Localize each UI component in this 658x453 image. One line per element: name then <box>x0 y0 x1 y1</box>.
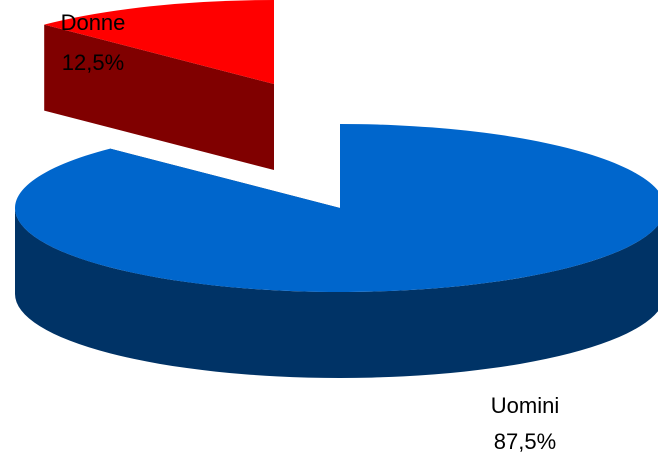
data-label-donne-name: Donne <box>61 10 126 35</box>
pie-slices <box>14 0 658 378</box>
pie-slice-side-donne <box>44 24 275 170</box>
data-label-uomini-percent: 87,5% <box>494 429 556 453</box>
data-label-uomini-name: Uomini <box>491 393 559 418</box>
pie-slice-wall-uomini <box>15 208 658 378</box>
data-label-donne-percent: 12,5% <box>62 50 124 75</box>
pie-labels: Uomini 87,5% Donne 12,5% <box>61 10 560 453</box>
pie-slice-donne <box>44 0 275 84</box>
pie-slice-uomini <box>14 124 658 292</box>
